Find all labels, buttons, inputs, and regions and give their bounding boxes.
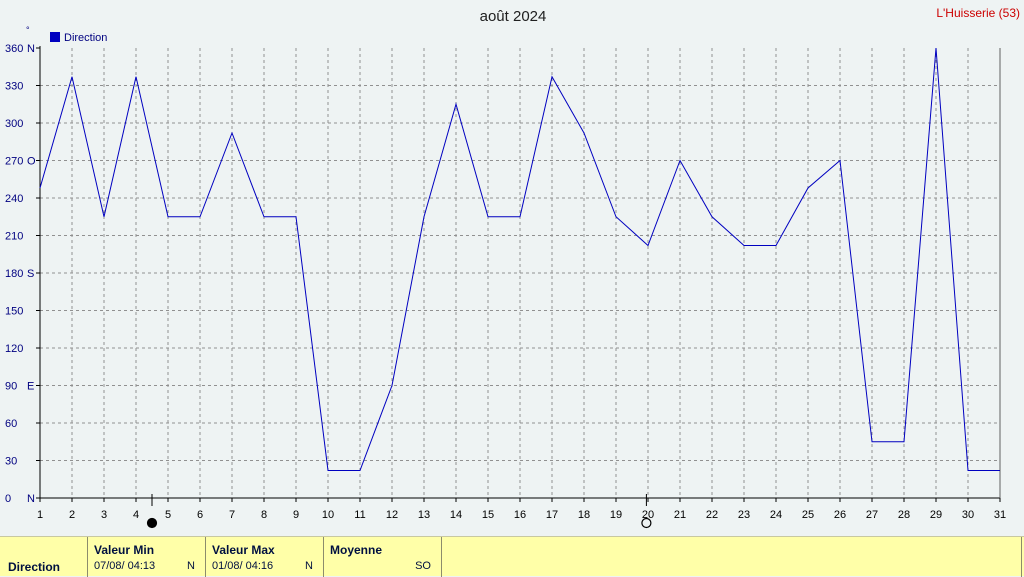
y-tick-label: 240 <box>5 193 23 205</box>
y-tick-dir-label: E <box>27 381 34 393</box>
y-tick-label: 300 <box>5 118 23 130</box>
x-tick-labels: 1 2 3 4 5 6 7 8 9 10 11 12 13 14 15 16 17 18 19 20 21 22 23 24 2… <box>37 509 1006 521</box>
stats-row-label: Direction <box>8 560 61 574</box>
stats-min-value: 07/08/ 04:13 <box>94 560 156 572</box>
y-tick-dir-label: N <box>27 43 35 55</box>
x-tick-label: 19 <box>610 509 622 521</box>
x-tick-label: 25 <box>802 509 814 521</box>
stats-min-cell: Valeur Min 07/08/ 04:13 N <box>88 537 206 577</box>
x-tick-label: 13 <box>418 509 430 521</box>
x-tick-label: 8 <box>261 509 267 521</box>
stats-empty-cell <box>442 537 1022 577</box>
y-tick-dir-label: O <box>27 156 36 168</box>
x-tick-label: 22 <box>706 509 718 521</box>
stats-avg-header: Moyenne <box>330 543 383 557</box>
y-tick-label: 360 <box>5 43 23 55</box>
x-tick-label: 6 <box>197 509 203 521</box>
y-tick-dir-label: N <box>27 493 35 505</box>
direction-chart: août 2024 L'Huisserie (53) ° Direction 0… <box>5 6 1020 529</box>
stats-row-label-cell: Direction <box>0 537 88 577</box>
x-tick-label: 28 <box>898 509 910 521</box>
x-tick-label: 1 <box>37 509 43 521</box>
stats-max-cell: Valeur Max 01/08/ 04:16 N <box>206 537 324 577</box>
x-tick-label: 14 <box>450 509 462 521</box>
grid <box>40 48 1000 498</box>
x-tick-label: 24 <box>770 509 782 521</box>
stats-min-dir: N <box>187 560 195 572</box>
x-tick-label: 26 <box>834 509 846 521</box>
y-tick-label: 30 <box>5 456 17 468</box>
legend-label-direction: Direction <box>64 32 107 44</box>
x-tick-label: 10 <box>322 509 334 521</box>
new-moon-icon <box>146 517 158 529</box>
station-name: L'Huisserie (53) <box>936 6 1020 20</box>
y-tick-label: 0 <box>5 493 11 505</box>
stats-max-header: Valeur Max <box>212 543 275 557</box>
y-tick-label: 210 <box>5 231 23 243</box>
x-tick-label: 5 <box>165 509 171 521</box>
axes <box>36 46 1001 502</box>
x-tick-label: 18 <box>578 509 590 521</box>
x-tick-label: 20 <box>642 509 654 521</box>
y-tick-dir-label: S <box>27 268 34 280</box>
y-tick-labels: 0 N 30 60 90 E 120 150 180 S 210 240 270 O 300 330 360 N <box>5 43 36 505</box>
x-tick-label: 7 <box>229 509 235 521</box>
y-tick-label: 150 <box>5 306 23 318</box>
x-tick-label: 12 <box>386 509 398 521</box>
x-tick-label: 31 <box>994 509 1006 521</box>
stats-max-dir: N <box>305 560 313 572</box>
y-tick-label: 270 <box>5 156 23 168</box>
y-tick-label: 330 <box>5 81 23 93</box>
x-tick-label: 29 <box>930 509 942 521</box>
x-tick-label: 11 <box>354 509 365 521</box>
full-moon-icon <box>641 517 652 529</box>
x-tick-label: 2 <box>69 509 75 521</box>
x-tick-label: 9 <box>293 509 299 521</box>
stats-avg-cell: Moyenne SO <box>324 537 442 577</box>
legend-swatch-direction <box>50 32 60 42</box>
x-tick-label: 17 <box>546 509 558 521</box>
series-line-direction <box>39 47 1000 471</box>
y-tick-label: 180 <box>5 268 23 280</box>
x-tick-label: 30 <box>962 509 974 521</box>
legend: Direction <box>50 32 107 44</box>
series-direction <box>39 47 1000 471</box>
y-tick-label: 90 <box>5 381 17 393</box>
x-tick-label: 15 <box>482 509 494 521</box>
x-tick-label: 27 <box>866 509 878 521</box>
stats-max-value: 01/08/ 04:16 <box>212 560 274 572</box>
y-unit-label: ° <box>26 25 30 35</box>
y-tick-label: 60 <box>5 418 17 430</box>
x-tick-label: 16 <box>514 509 526 521</box>
x-tick-label: 21 <box>674 509 686 521</box>
stats-avg-value: SO <box>415 560 431 572</box>
y-tick-label: 120 <box>5 343 23 355</box>
stats-panel: Direction Valeur Min 07/08/ 04:13 N Vale… <box>0 536 1024 577</box>
stats-min-header: Valeur Min <box>94 543 155 557</box>
moon-phases <box>146 494 652 529</box>
x-tick-label: 23 <box>738 509 750 521</box>
x-tick-label: 3 <box>101 509 107 521</box>
chart-title: août 2024 <box>480 8 547 25</box>
x-tick-label: 4 <box>133 509 139 521</box>
